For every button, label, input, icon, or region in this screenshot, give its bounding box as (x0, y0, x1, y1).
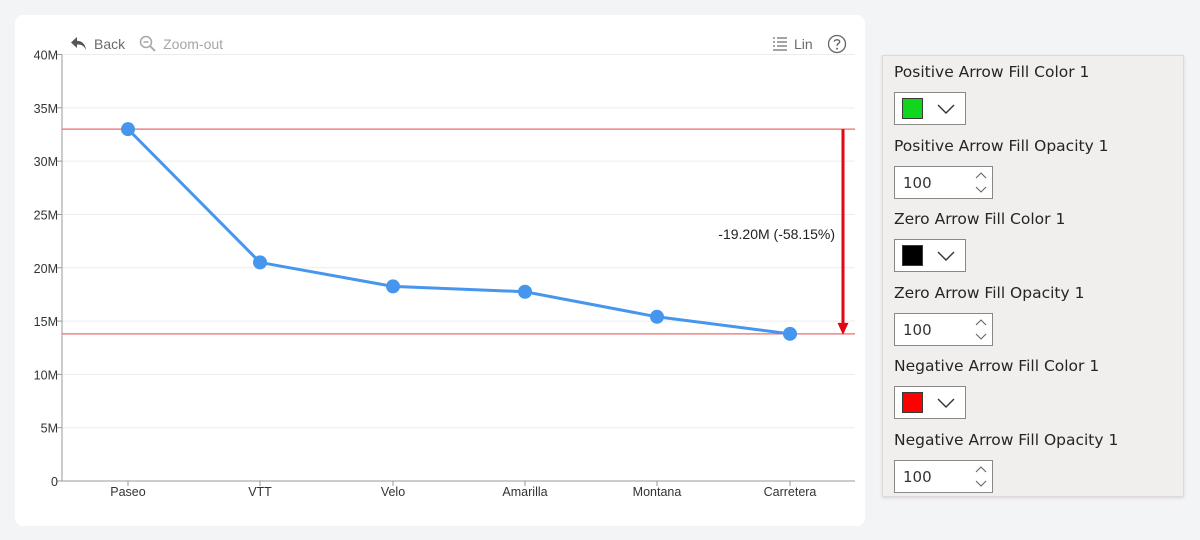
positive-opacity-value: 100 (903, 174, 932, 192)
spinner-icon[interactable] (973, 169, 989, 196)
chevron-down-icon (937, 104, 955, 114)
x-tick-label: Montana (633, 485, 682, 499)
series-line (126, 128, 791, 336)
positive-opacity-field: Positive Arrow Fill Opacity 1 100 (894, 137, 1109, 199)
positive-color-field: Positive Arrow Fill Color 1 (894, 63, 1090, 125)
data-point (121, 122, 135, 137)
negative-color-swatch (902, 392, 923, 413)
negative-opacity-input[interactable]: 100 (894, 460, 993, 493)
line-chart: 0 5M 10M 15M 20M 25M 30M 35M 40M Paseo VTT Velo Amar… (34, 49, 855, 499)
y-tick-label: 30M (34, 155, 58, 169)
back-arrow-icon (71, 37, 86, 50)
data-point (518, 284, 532, 299)
y-tick-label: 15M (34, 315, 58, 329)
scale-toggle-button[interactable]: Lin (772, 36, 813, 52)
y-tick-label: 10M (34, 368, 58, 382)
help-circle-icon (827, 34, 846, 54)
y-tick-label: 0 (51, 475, 58, 489)
data-point (253, 255, 267, 270)
y-tick-label: 25M (34, 208, 58, 222)
difference-label: -19.20M (-58.15%) (718, 226, 835, 242)
x-tick-label: Carretera (764, 485, 817, 499)
positive-color-swatch (902, 98, 923, 119)
zero-color-label: Zero Arrow Fill Color 1 (894, 210, 1066, 228)
positive-opacity-label: Positive Arrow Fill Opacity 1 (894, 137, 1109, 155)
zoom-out-icon (139, 35, 156, 52)
data-point (650, 309, 664, 324)
negative-opacity-field: Negative Arrow Fill Opacity 1 100 (894, 431, 1119, 493)
y-tick-label: 5M (41, 422, 58, 436)
data-point (783, 326, 797, 341)
y-tick-label: 35M (34, 102, 58, 116)
zero-opacity-input[interactable]: 100 (894, 313, 993, 346)
zoom-out-button[interactable]: Zoom-out (139, 35, 223, 53)
x-tick-label: Velo (381, 485, 405, 499)
positive-color-picker[interactable] (894, 92, 966, 125)
help-button[interactable] (827, 34, 847, 54)
y-tick-label: 20M (34, 262, 58, 276)
zoom-out-label: Zoom-out (163, 36, 224, 52)
chart-toolbar-right: Lin (772, 34, 847, 54)
negative-color-picker[interactable] (894, 386, 966, 419)
data-point (386, 279, 400, 294)
zero-color-swatch (902, 245, 923, 266)
chart-card (15, 15, 865, 526)
chart-toolbar-left: Back Zoom-out (70, 35, 223, 53)
zero-opacity-label: Zero Arrow Fill Opacity 1 (894, 284, 1085, 302)
negative-color-label: Negative Arrow Fill Color 1 (894, 357, 1100, 375)
spinner-icon[interactable] (973, 316, 989, 343)
difference-arrow-head (837, 322, 849, 335)
x-tick-label: VTT (248, 485, 272, 499)
zero-opacity-value: 100 (903, 321, 932, 339)
positive-color-label: Positive Arrow Fill Color 1 (894, 63, 1090, 81)
negative-opacity-value: 100 (903, 468, 932, 486)
chevron-down-icon (937, 398, 955, 408)
spinner-icon[interactable] (973, 463, 989, 490)
zero-color-field: Zero Arrow Fill Color 1 (894, 210, 1066, 272)
y-tick-label: 40M (34, 49, 58, 63)
zero-color-picker[interactable] (894, 239, 966, 272)
scale-label: Lin (794, 36, 813, 52)
chevron-down-icon (937, 251, 955, 261)
x-tick-label: Paseo (110, 485, 145, 499)
format-panel: Positive Arrow Fill Color 1 Positive Arr… (882, 55, 1184, 497)
negative-color-field: Negative Arrow Fill Color 1 (894, 357, 1100, 419)
negative-opacity-label: Negative Arrow Fill Opacity 1 (894, 431, 1119, 449)
back-label: Back (94, 36, 126, 52)
positive-opacity-input[interactable]: 100 (894, 166, 993, 199)
list-lines-icon (773, 37, 787, 51)
zero-opacity-field: Zero Arrow Fill Opacity 1 100 (894, 284, 1085, 346)
x-tick-label: Amarilla (502, 485, 547, 499)
back-button[interactable]: Back (70, 36, 125, 52)
